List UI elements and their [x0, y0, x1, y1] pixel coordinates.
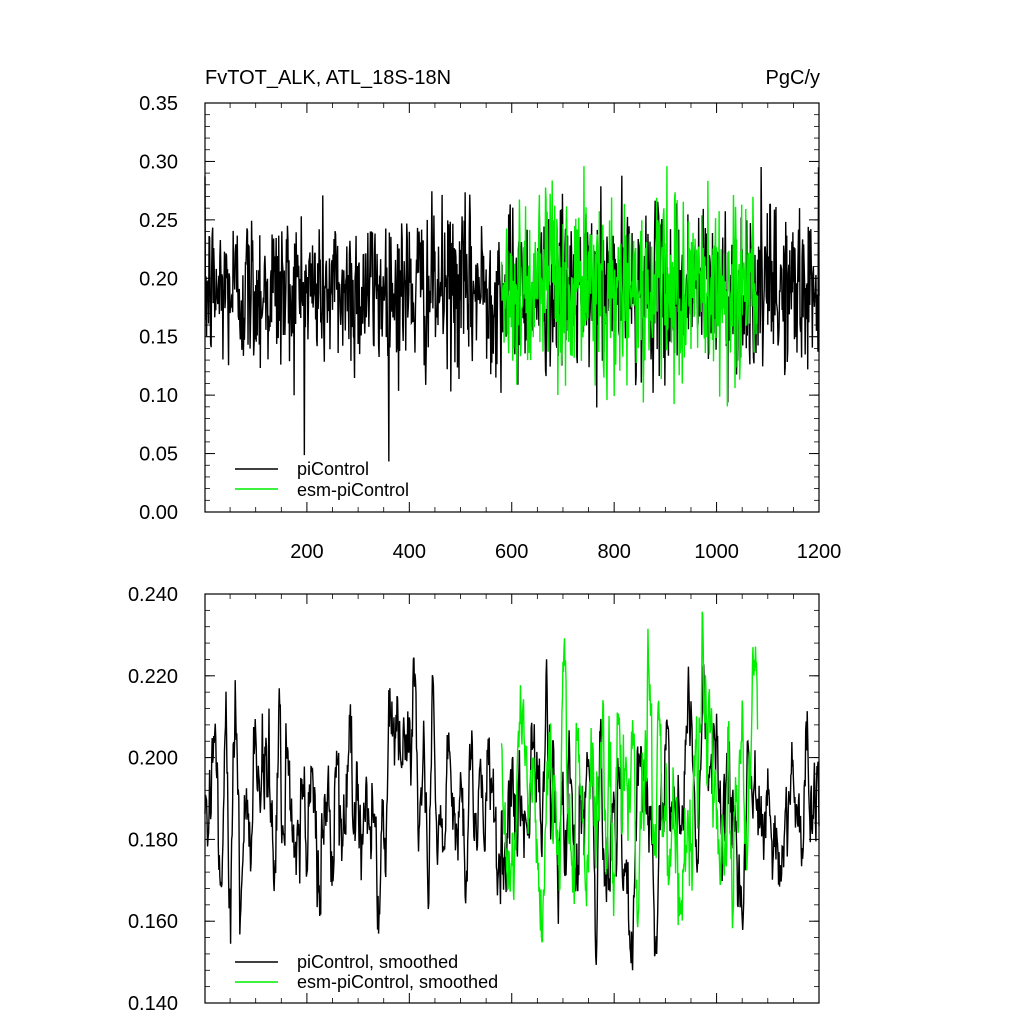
y-tick-label: 0.30	[139, 151, 178, 173]
y-tick-label: 0.05	[139, 444, 178, 466]
units-label: PgC/y	[766, 67, 820, 89]
y-tick-label: 0.00	[139, 502, 178, 524]
bottom-legend: piControl, smoothed esm-piControl, smoot…	[235, 952, 498, 992]
top-legend: piControl esm-piControl	[235, 459, 409, 500]
legend-label-esm-picontrol-smoothed: esm-piControl, smoothed	[297, 972, 498, 992]
series-line-esm-picontrol	[500, 166, 759, 407]
x-tick-label: 200	[290, 541, 323, 563]
y-tick-label: 0.220	[128, 666, 178, 688]
series-line-picontrol-smoothed	[204, 657, 820, 971]
y-tick-label: 0.160	[128, 911, 178, 933]
x-tick-label: 1200	[797, 541, 842, 563]
series-line-esm-picontrol-smoothed	[500, 611, 759, 943]
legend-label-picontrol: piControl	[297, 459, 369, 479]
y-tick-label: 0.35	[139, 93, 178, 115]
y-tick-label: 0.10	[139, 385, 178, 407]
legend-label-picontrol-smoothed: piControl, smoothed	[297, 952, 458, 972]
y-tick-label: 0.140	[128, 993, 178, 1015]
y-tick-label: 0.240	[128, 584, 178, 606]
x-tick-label: 1000	[694, 541, 739, 563]
bottom-series-group	[204, 611, 820, 971]
y-tick-label: 0.180	[128, 829, 178, 851]
top-panel: FvTOT_ALK, ATL_18S-18N PgC/y 0.00 0.05 0.1…	[139, 67, 841, 563]
y-tick-label: 0.200	[128, 748, 178, 770]
top-series-group	[204, 166, 820, 462]
bottom-panel: 0.140 0.160 0.180 0.200 0.220 0.240 piControl…	[128, 584, 820, 1015]
y-tick-label: 0.25	[139, 210, 178, 232]
y-tick-label: 0.20	[139, 268, 178, 290]
bottom-ticks: 0.140 0.160 0.180 0.200 0.220 0.240	[128, 584, 820, 1015]
chart-title: FvTOT_ALK, ATL_18S-18N	[205, 67, 451, 89]
x-tick-label: 600	[495, 541, 528, 563]
x-tick-label: 800	[597, 541, 630, 563]
x-tick-label: 400	[393, 541, 426, 563]
top-ticks: 0.00 0.05 0.10 0.15 0.20 0.25 0.30 0.35 200 400 60…	[139, 93, 841, 563]
legend-label-esm-picontrol: esm-piControl	[297, 480, 409, 500]
y-tick-label: 0.15	[139, 327, 178, 349]
